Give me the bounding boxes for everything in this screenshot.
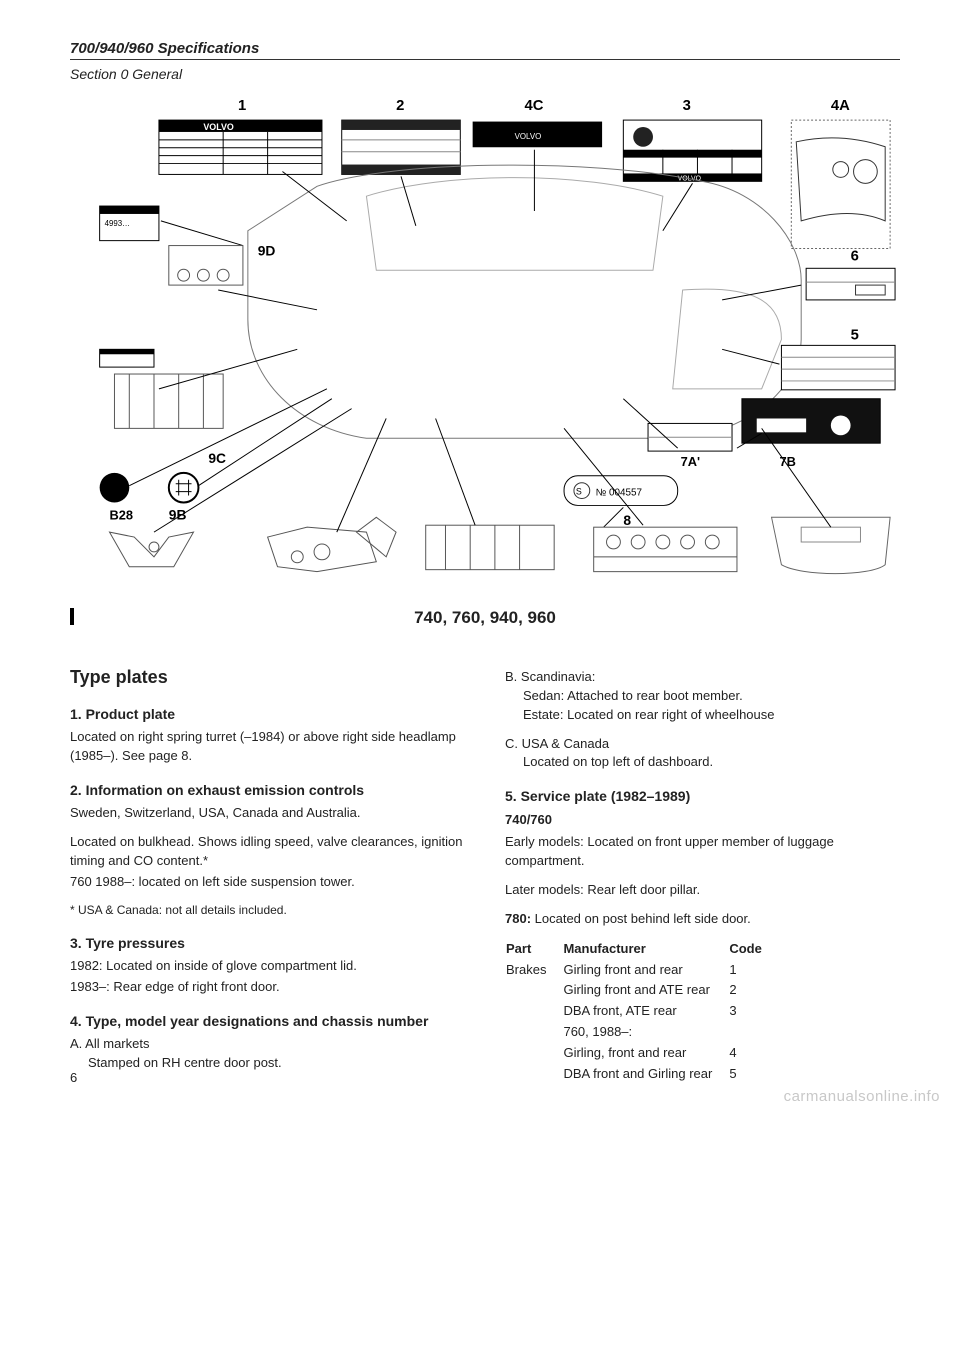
svg-text:3: 3: [683, 98, 691, 114]
svg-text:B280: B280: [134, 574, 165, 577]
table-row: DBA front, ATE rear3: [505, 1001, 778, 1022]
left-column: Type plates 1. Product plate Located on …: [70, 664, 465, 1085]
header-rule: [70, 59, 900, 60]
tyre-heading: 3. Tyre pressures: [70, 933, 465, 953]
service-plate-text-c: 780: Located on post behind left side do…: [505, 910, 900, 929]
svg-text:1: 1: [238, 98, 246, 114]
svg-text:4A: 4A: [831, 98, 850, 114]
emission-footnote: * USA & Canada: not all details included…: [70, 902, 465, 919]
service-plate-text-a: Early models: Located on front upper mem…: [505, 833, 900, 871]
service-plate-heading: 5. Service plate (1982–1989): [505, 786, 900, 806]
svg-text:S: S: [576, 487, 582, 497]
svg-text:9D: 9D: [258, 242, 276, 258]
emission-heading: 2. Information on exhaust emission contr…: [70, 780, 465, 800]
type-plate-diagram: 1 2 4C 3 4A VOLVO VOLVO: [70, 92, 900, 582]
svg-text:6: 6: [851, 248, 859, 264]
svg-text:9E: 9E: [653, 573, 670, 577]
table-header: Part: [505, 939, 562, 960]
svg-text:B28: B28: [110, 507, 134, 522]
svg-text:VOLVO: VOLVO: [203, 122, 234, 132]
table-row: 760, 1988–:: [505, 1022, 778, 1043]
emission-text-a: Sweden, Switzerland, USA, Canada and Aus…: [70, 804, 465, 823]
chassis-c-lead: C. USA & Canada: [505, 735, 900, 754]
svg-text:VOLVO: VOLVO: [515, 132, 542, 141]
table-header: Code: [728, 939, 778, 960]
watermark: carmanualsonline.info: [784, 1088, 940, 1105]
svg-text:4993…: 4993…: [105, 219, 130, 228]
section-header: Section 0 General: [70, 66, 900, 82]
brake-code-table: Part Manufacturer Code BrakesGirling fro…: [505, 939, 778, 1085]
svg-text:2: 2: [396, 98, 404, 114]
table-row: Girling, front and rear4: [505, 1043, 778, 1064]
table-header: Manufacturer: [562, 939, 728, 960]
right-column: B. Scandinavia: Sedan: Attached to rear …: [505, 664, 900, 1085]
emission-text-c: 760 1988–: located on left side suspensi…: [70, 873, 465, 892]
svg-text:9B: 9B: [169, 506, 187, 522]
svg-text:7A': 7A': [681, 454, 700, 469]
product-plate-heading: 1. Product plate: [70, 704, 465, 724]
bar-icon: [70, 608, 74, 625]
service-plate-sub: 740/760: [505, 811, 900, 830]
header-title: 700/940/960 Specifications: [70, 40, 900, 57]
type-plates-heading: Type plates: [70, 664, 465, 690]
svg-text:5: 5: [851, 327, 859, 343]
page-number: 6: [70, 1070, 77, 1085]
chassis-a-text: Stamped on RH centre door post.: [88, 1054, 465, 1073]
svg-text:8: 8: [623, 512, 631, 528]
svg-text:7B: 7B: [779, 454, 795, 469]
svg-text:4C: 4C: [525, 98, 544, 114]
service-plate-text-b: Later models: Rear left door pillar.: [505, 881, 900, 900]
chassis-b-text-a: Sedan: Attached to rear boot member.: [523, 687, 900, 706]
svg-text:B28: B28: [366, 574, 390, 577]
svg-text:9C: 9C: [208, 450, 226, 466]
tyre-text-a: 1982: Located on inside of glove compart…: [70, 957, 465, 976]
figure-subtitle: 740, 760, 940, 960: [70, 608, 900, 628]
chassis-a-lead: A. All markets: [70, 1035, 465, 1054]
product-plate-text: Located on right spring turret (–1984) o…: [70, 728, 465, 766]
chassis-b-text-b: Estate: Located on rear right of wheelho…: [523, 706, 900, 725]
emission-text-b: Located on bulkhead. Shows idling speed,…: [70, 833, 465, 871]
table-row: DBA front and Girling rear5: [505, 1064, 778, 1085]
svg-text:9A: 9A: [436, 573, 454, 577]
chassis-c-text: Located on top left of dashboard.: [523, 753, 900, 772]
table-row: BrakesGirling front and rear1: [505, 960, 778, 981]
table-row: Girling front and ATE rear2: [505, 980, 778, 1001]
chassis-heading: 4. Type, model year designations and cha…: [70, 1011, 465, 1031]
chassis-b-lead: B. Scandinavia:: [505, 668, 900, 687]
svg-text:№ 004557: № 004557: [596, 488, 642, 499]
tyre-text-b: 1983–: Rear edge of right front door.: [70, 978, 465, 997]
